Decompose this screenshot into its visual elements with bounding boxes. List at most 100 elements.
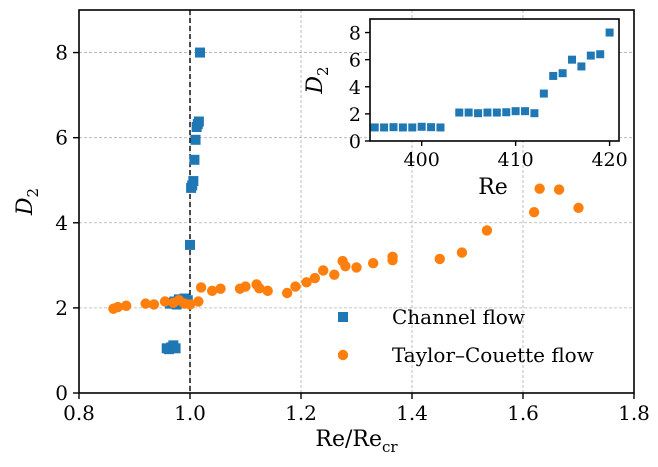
main-point-taylor-couette-flow xyxy=(340,260,351,272)
main-axes: 0.8 1.0 1.2 1.4 1.6 1.8 0 2 4 6 8 xyxy=(55,41,650,425)
main-y-axis-label: D2 xyxy=(13,188,42,216)
main-point-taylor-couette-flow xyxy=(215,283,226,294)
inset-point-series-0 xyxy=(539,89,548,98)
inset-point-series-0 xyxy=(568,55,577,64)
inset-y-tick-label: 2 xyxy=(349,104,361,126)
inset-point-series-0 xyxy=(558,69,567,78)
main-point-taylor-couette-flow xyxy=(281,287,293,299)
main-point-taylor-couette-flow xyxy=(309,272,321,284)
main-data-marks xyxy=(108,47,584,355)
main-x-tick-label: 1.6 xyxy=(507,401,539,425)
main-y-tick-label: 4 xyxy=(55,211,68,235)
main-point-taylor-couette-flow xyxy=(318,265,329,276)
main-point-taylor-couette-flow xyxy=(553,184,565,195)
main-point-taylor-couette-flow xyxy=(434,253,445,265)
main-point-channel-flow xyxy=(170,343,181,354)
inset-point-series-0 xyxy=(596,50,605,59)
main-point-taylor-couette-flow xyxy=(193,296,204,307)
main-point-taylor-couette-flow xyxy=(456,247,468,258)
main-point-taylor-couette-flow xyxy=(351,262,362,273)
inset-x-tick-label: 410 xyxy=(498,149,534,171)
inset-y-axis-label-base: D xyxy=(303,76,328,95)
legend-swatch-taylor-couette-flow xyxy=(337,349,349,361)
inset-y-tick-label: 6 xyxy=(349,50,361,72)
main-point-channel-flow xyxy=(185,239,195,250)
inset-x-tick-label: 420 xyxy=(591,149,627,171)
main-x-axis-label-sub: cr xyxy=(382,438,398,456)
main-point-channel-flow xyxy=(189,154,200,165)
main-point-channel-flow xyxy=(190,134,201,145)
inset-data-marks xyxy=(370,28,614,132)
legend-label-taylor-couette-flow: Taylor–Couette flow xyxy=(392,343,594,367)
main-point-taylor-couette-flow xyxy=(207,285,218,297)
main-x-tick-label: 0.8 xyxy=(63,401,95,425)
inset-point-series-0 xyxy=(530,109,539,118)
main-point-taylor-couette-flow xyxy=(367,258,379,269)
main-y-tick-label: 8 xyxy=(55,41,68,65)
main-point-taylor-couette-flow xyxy=(159,296,171,307)
inset-x-tick-label: 400 xyxy=(404,149,440,171)
inset-plot-frame xyxy=(369,18,620,142)
main-point-taylor-couette-flow xyxy=(262,285,273,297)
inset-y-axis-label: D2 xyxy=(303,66,332,94)
main-y-axis-label-base: D xyxy=(13,197,38,216)
main-point-channel-flow xyxy=(193,116,204,127)
main-x-tick-label: 1.8 xyxy=(618,401,650,425)
inset-point-series-0 xyxy=(370,123,379,132)
main-point-taylor-couette-flow xyxy=(184,299,196,310)
inset-point-series-0 xyxy=(511,107,520,116)
main-x-axis-label: Re/Recr xyxy=(315,427,398,456)
main-point-channel-flow xyxy=(188,176,199,187)
legend-swatch-channel-flow xyxy=(338,312,348,322)
inset-point-series-0 xyxy=(464,108,473,117)
inset-point-series-0 xyxy=(521,107,530,116)
inset-point-series-0 xyxy=(398,123,407,132)
legend-label-channel-flow: Channel flow xyxy=(392,305,525,329)
main-point-channel-flow xyxy=(194,47,205,58)
main-plot-frame xyxy=(78,9,635,394)
inset-point-series-0 xyxy=(492,108,501,117)
main-x-tick-label: 1.2 xyxy=(285,401,317,425)
main-point-taylor-couette-flow xyxy=(120,300,132,311)
inset-point-series-0 xyxy=(483,108,492,117)
main-y-tick-label: 2 xyxy=(55,296,68,320)
main-point-taylor-couette-flow xyxy=(290,281,301,292)
inset-point-series-0 xyxy=(417,122,426,131)
main-point-taylor-couette-flow xyxy=(329,269,340,280)
main-point-taylor-couette-flow xyxy=(240,281,251,292)
inset-y-tick-label: 0 xyxy=(349,131,361,153)
main-point-taylor-couette-flow xyxy=(528,206,540,218)
inset-y-tick-label: 4 xyxy=(349,77,361,99)
inset-point-series-0 xyxy=(577,62,586,71)
main-point-taylor-couette-flow xyxy=(148,299,160,310)
inset-point-series-0 xyxy=(605,28,614,37)
main-point-taylor-couette-flow xyxy=(112,301,124,313)
inset-point-series-0 xyxy=(380,123,389,132)
main-point-taylor-couette-flow xyxy=(195,282,207,293)
main-x-axis-label-base: Re/Re xyxy=(315,427,382,452)
main-y-tick-label: 6 xyxy=(55,126,68,150)
inset-point-series-0 xyxy=(549,71,558,80)
inset-axes: 400 410 420 0 2 4 6 8 xyxy=(349,23,628,171)
inset-point-series-0 xyxy=(389,123,398,132)
main-point-taylor-couette-flow xyxy=(387,255,398,266)
inset-point-series-0 xyxy=(436,123,445,132)
inset-point-series-0 xyxy=(474,109,483,118)
main-point-taylor-couette-flow xyxy=(301,277,312,288)
inset-y-axis-label-sub: 2 xyxy=(314,66,332,76)
main-x-tick-label: 1.4 xyxy=(396,401,428,425)
main-x-tick-label: 1.0 xyxy=(174,401,206,425)
inset-x-axis-label: Re xyxy=(478,175,508,200)
main-point-taylor-couette-flow xyxy=(481,225,493,236)
inset-background xyxy=(370,19,619,141)
main-y-axis-label-sub: 2 xyxy=(24,188,42,198)
inset-point-series-0 xyxy=(455,108,464,117)
inset-point-series-0 xyxy=(427,123,436,132)
main-y-tick-label: 0 xyxy=(55,381,68,405)
inset-y-tick-label: 8 xyxy=(349,23,361,45)
main-point-taylor-couette-flow xyxy=(534,183,545,194)
main-point-taylor-couette-flow xyxy=(254,283,265,294)
inset-point-series-0 xyxy=(586,51,595,60)
